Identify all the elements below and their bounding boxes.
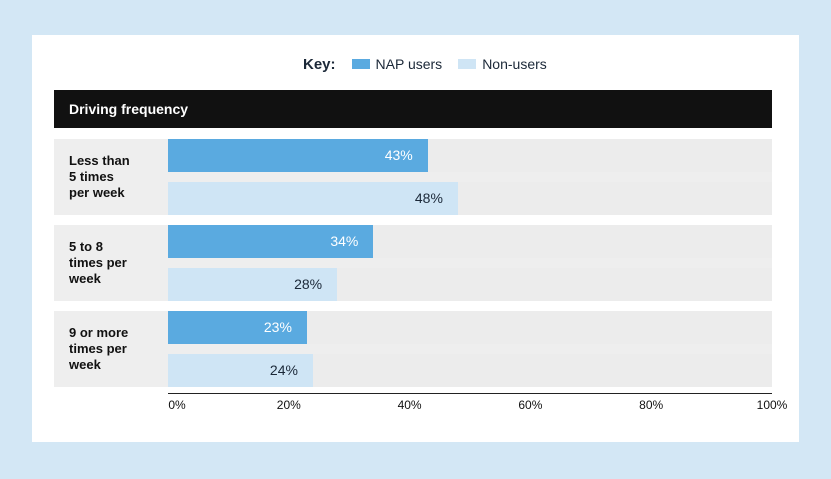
category-label-line: week: [69, 271, 101, 286]
x-tick-label: 40%: [397, 398, 422, 412]
category-label-line: week: [69, 357, 101, 372]
x-tick-label: 100%: [756, 398, 788, 412]
bar: [168, 311, 307, 344]
bar-value-label: 34%: [330, 233, 359, 249]
bar: [168, 225, 374, 258]
chart-title-bar: Driving frequency: [54, 90, 772, 128]
x-tick-label: 60%: [518, 398, 543, 412]
category-label: 9 or more times per week: [69, 325, 169, 373]
legend-swatch-non-users: [458, 59, 477, 69]
category-label: Less than 5 times per week: [69, 153, 169, 201]
legend-swatch-nap-users: [351, 59, 370, 69]
legend-label-nap-users: NAP users: [375, 56, 443, 72]
category-label: 5 to 8 times per week: [69, 239, 169, 287]
legend-label-non-users: Non-users: [482, 56, 547, 72]
category-label-line: times per: [69, 341, 127, 356]
bar-value-label: 28%: [294, 276, 323, 292]
bar: [168, 182, 458, 215]
category-label-line: 9 or more: [69, 325, 129, 340]
legend-item-nap-users: NAP users: [351, 56, 443, 72]
x-tick-label: 20%: [276, 398, 301, 412]
bar-value-label: 23%: [263, 319, 292, 335]
bar-value-label: 43%: [384, 147, 413, 163]
legend: Key: NAP users Non-users: [303, 55, 563, 73]
category-label-line: per week: [69, 185, 125, 200]
bar-value-label: 48%: [414, 190, 443, 206]
legend-item-non-users: Non-users: [458, 56, 547, 72]
bar-value-label: 24%: [269, 362, 298, 378]
bar: [168, 268, 338, 301]
x-axis-line: [168, 393, 772, 394]
category-label-line: 5 to 8: [69, 239, 103, 254]
legend-key-label: Key:: [303, 55, 336, 73]
category-label-line: Less than: [69, 153, 130, 168]
category-label-line: times per: [69, 255, 127, 270]
category-label-line: 5 times: [69, 169, 114, 184]
chart-title: Driving frequency: [69, 101, 189, 117]
bar: [168, 354, 313, 387]
x-tick-label: 80%: [639, 398, 664, 412]
chart-card: Key: NAP users Non-users Driving frequen…: [32, 35, 799, 442]
bar: [168, 139, 428, 172]
x-tick-label: 0%: [168, 398, 186, 412]
